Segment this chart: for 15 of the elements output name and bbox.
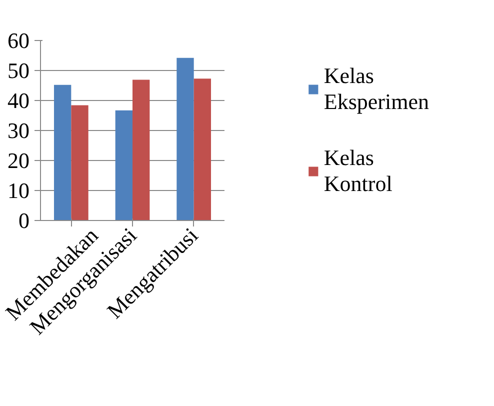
y-tick-label: 50 [8, 58, 30, 83]
y-tick-label: 30 [8, 118, 30, 143]
legend-label: Kelas Kontrol [324, 145, 392, 197]
y-tick-label: 10 [8, 178, 30, 203]
bar [115, 110, 132, 220]
legend-label: Kelas Eksperimen [324, 63, 429, 115]
bar [71, 105, 88, 220]
bar [176, 58, 194, 220]
y-tick-label: 0 [18, 208, 30, 233]
bar [132, 80, 150, 220]
y-tick-label: 20 [8, 148, 30, 173]
bar [54, 84, 72, 220]
y-tick-label: 60 [8, 28, 30, 53]
y-tick-label: 40 [8, 88, 30, 113]
bar [194, 78, 212, 220]
